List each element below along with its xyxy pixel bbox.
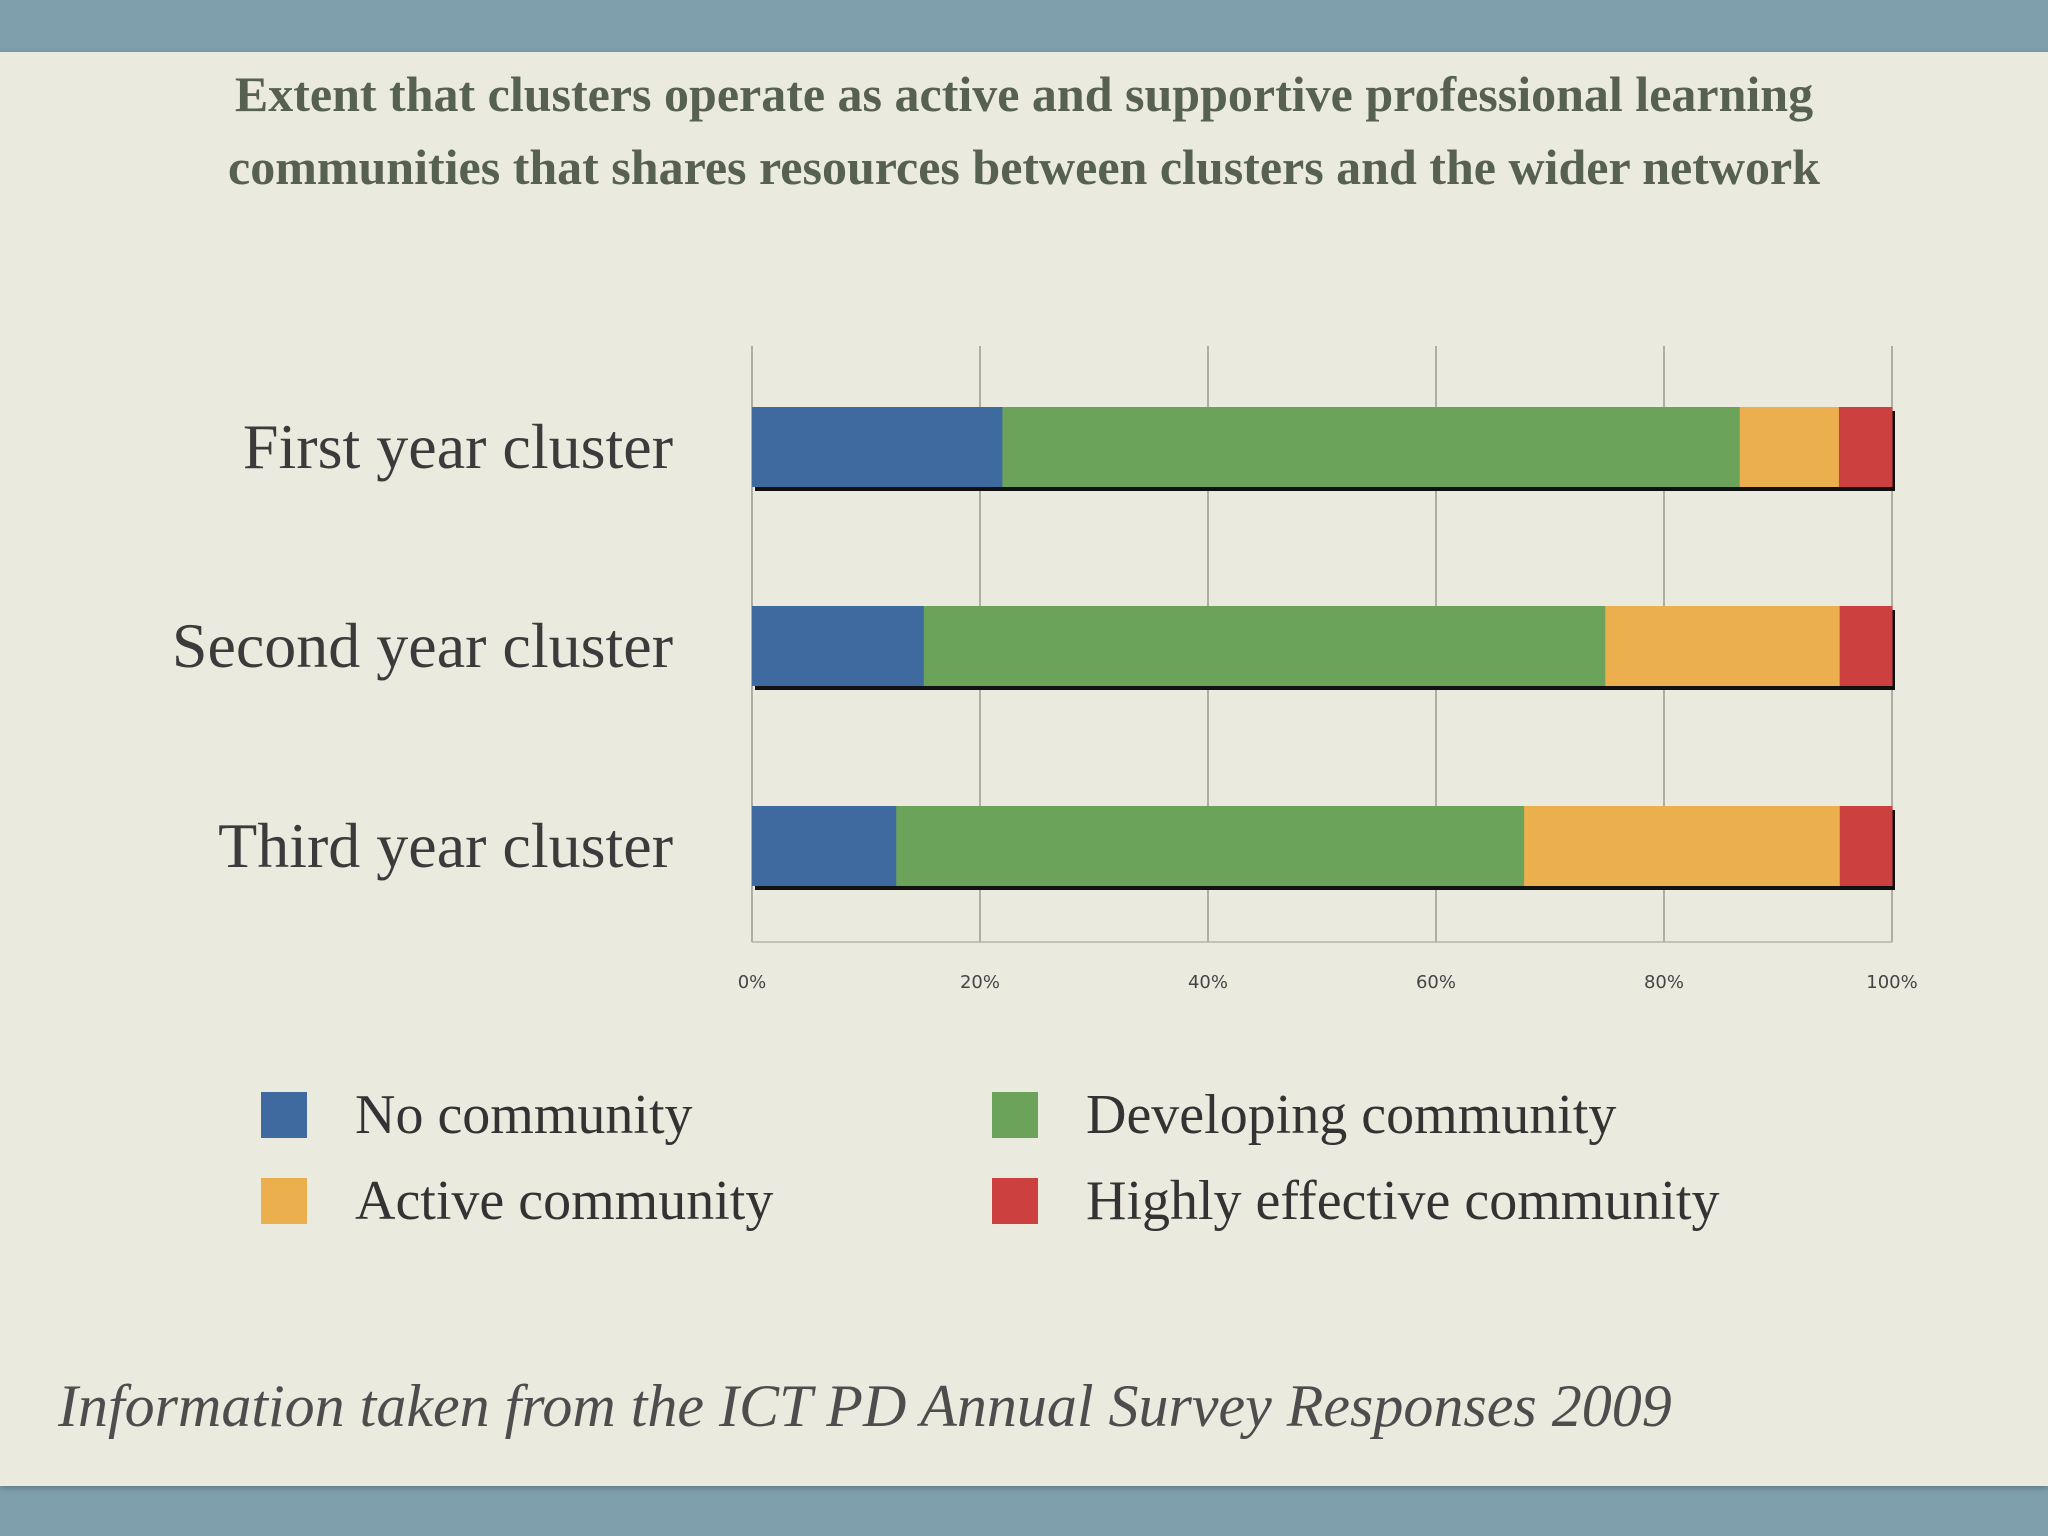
category-label: Third year cluster [218, 810, 673, 881]
bar-segment [1605, 606, 1841, 686]
legend-swatch [992, 1092, 1038, 1138]
legend-label: Active community [355, 1170, 774, 1232]
bar-segment [1838, 407, 1893, 487]
bar-segment [1839, 606, 1893, 686]
bars [752, 407, 1895, 890]
bar-segment [752, 606, 925, 686]
legend-swatch [261, 1092, 307, 1138]
category-labels: First year cluster Second year cluster Thi… [172, 411, 673, 881]
x-tick-label: 20% [960, 972, 1000, 993]
bar-segment [1739, 407, 1840, 487]
x-tick-label: 60% [1416, 972, 1456, 993]
chart-title-line-2: communities that shares resources betwee… [228, 139, 1820, 195]
legend: No community Developing community Active c… [0, 1084, 2048, 1245]
x-tick-label: 100% [1866, 972, 1917, 993]
source-note: Information taken from the ICT PD Annual… [58, 1373, 1672, 1439]
bar-segment [923, 606, 1606, 686]
bar-segment [1002, 407, 1741, 487]
bar-segment [752, 806, 897, 886]
legend-label: Developing community [1086, 1084, 1617, 1146]
legend-swatch [261, 1178, 307, 1224]
x-tick-label: 40% [1188, 972, 1228, 993]
legend-item: Highly effective community [992, 1170, 1720, 1232]
legend-item: Developing community [992, 1084, 1617, 1146]
chart-title: Extent that clusters operate as active a… [0, 58, 2048, 204]
x-tick-labels: 0% 20% 40% 60% 80% 100% [738, 972, 1918, 993]
category-label: Second year cluster [172, 610, 673, 681]
legend-swatch [992, 1178, 1038, 1224]
bar-segment [1839, 806, 1893, 886]
chart-title-line-1: Extent that clusters operate as active a… [234, 66, 1814, 122]
legend-label: No community [355, 1084, 693, 1146]
legend-item: Active community [261, 1170, 774, 1232]
x-tick-label: 0% [738, 972, 767, 993]
x-tick-label: 80% [1644, 972, 1684, 993]
legend-item: No community [261, 1084, 693, 1146]
bar-segment [752, 407, 1003, 487]
bar-segment [896, 806, 1525, 886]
category-label: First year cluster [243, 411, 673, 482]
legend-label: Highly effective community [1086, 1170, 1720, 1232]
bar-segment [1524, 806, 1841, 886]
slide-background [0, 52, 2048, 1486]
